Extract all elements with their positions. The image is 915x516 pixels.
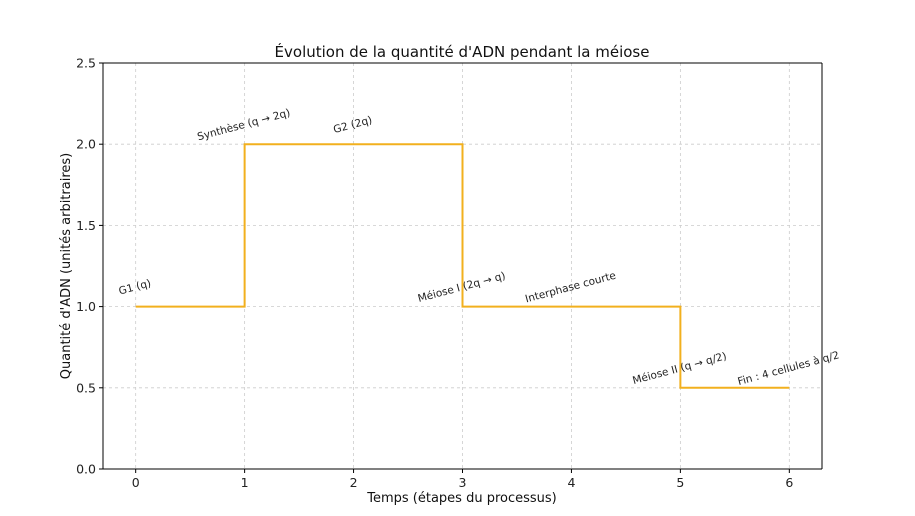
annotation-6: Fin : 4 cellules à q/2: [736, 349, 840, 388]
x-tick-label: 4: [567, 475, 575, 490]
annotation-1: Synthèse (q → 2q): [196, 107, 292, 143]
annotation-2: G2 (2q): [332, 114, 373, 136]
y-tick-label: 0.5: [76, 380, 96, 395]
x-tick-label: 5: [676, 475, 684, 490]
y-tick-label: 1.0: [76, 299, 96, 314]
y-tick-label: 0.0: [76, 462, 96, 477]
x-axis-label: Temps (étapes du processus): [366, 491, 557, 506]
x-tick-label: 3: [459, 475, 467, 490]
series-line-0: [135, 143, 790, 389]
annotation-0: G1 (q): [117, 277, 152, 297]
series-layer: [135, 143, 790, 389]
y-tick-label: 2.5: [76, 56, 96, 71]
x-tick-label: 0: [132, 475, 140, 490]
y-tick-label: 2.0: [76, 137, 96, 152]
y-axis-label: Quantité d'ADN (unités arbitraires): [59, 153, 74, 379]
axes: 0 1 2 3 4 5 6 0.0 0.5 1.0 1.5 2.0 2.5: [76, 56, 823, 490]
x-tick-label: 6: [785, 475, 793, 490]
grid: [103, 62, 822, 470]
y-tick-label: 1.5: [76, 218, 96, 233]
chart-title: Évolution de la quantité d'ADN pendant l…: [275, 42, 650, 61]
x-tick-label: 2: [350, 475, 358, 490]
x-tick-label: 1: [241, 475, 249, 490]
annotation-4: Interphase courte: [524, 270, 617, 306]
annotations: G1 (q)Synthèse (q → 2q) G2 (2q)Méiose I (…: [117, 107, 840, 388]
